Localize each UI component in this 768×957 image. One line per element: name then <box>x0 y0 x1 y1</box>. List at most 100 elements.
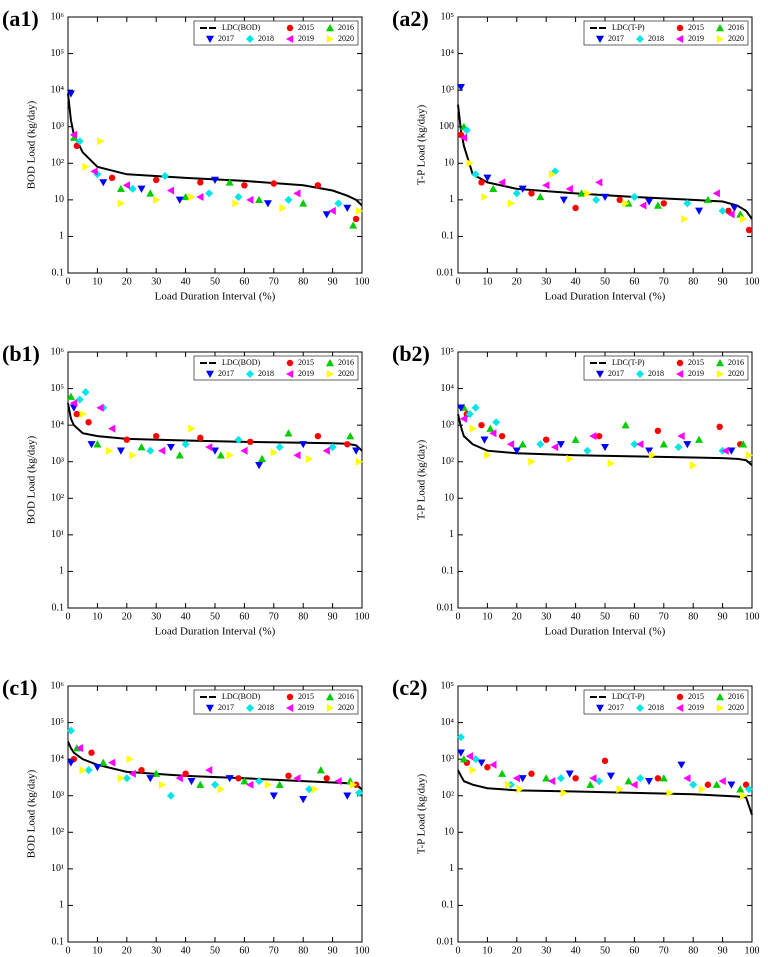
marker <box>175 774 183 783</box>
marker <box>246 195 254 204</box>
marker <box>175 196 184 204</box>
legend-label: 2018 <box>258 369 274 378</box>
marker <box>197 434 204 442</box>
x-tick-label: 0 <box>66 276 71 287</box>
legend-box <box>583 355 749 381</box>
marker <box>586 780 595 788</box>
y-tick-label: 10 <box>444 827 454 838</box>
legend-label: 2015 <box>298 692 314 701</box>
marker <box>66 392 75 400</box>
marker <box>725 207 732 215</box>
legend-label: LDC(T-P) <box>612 692 645 701</box>
x-tick-label: 20 <box>512 611 522 622</box>
marker <box>166 443 175 452</box>
marker <box>206 704 214 712</box>
y-tick-label: 10⁶ <box>51 11 65 22</box>
legend-label: 2019 <box>298 369 314 378</box>
marker <box>188 192 196 201</box>
legend-label: 2016 <box>728 692 744 701</box>
legend-label: LDC(T-P) <box>612 358 645 367</box>
x-tick-label: 0 <box>66 611 71 622</box>
marker <box>645 198 654 206</box>
marker <box>683 441 692 449</box>
legend-label: LDC(BOD) <box>222 692 261 701</box>
marker <box>84 766 93 775</box>
marker <box>326 24 334 32</box>
x-tick-label: 10 <box>482 611 492 622</box>
marker <box>153 432 160 440</box>
legend-box <box>583 689 749 715</box>
marker <box>572 775 579 782</box>
marker <box>293 774 301 783</box>
y-axis-label: T-P Load (kg/day) <box>416 104 428 185</box>
marker <box>182 770 189 777</box>
marker <box>225 178 234 186</box>
x-tick-label: 0 <box>456 945 461 956</box>
marker <box>286 704 294 712</box>
x-tick-label: 60 <box>629 611 639 622</box>
marker <box>205 766 213 775</box>
x-tick-label: 30 <box>151 276 161 287</box>
marker <box>478 421 485 429</box>
marker <box>512 447 521 455</box>
marker <box>187 777 196 786</box>
marker <box>676 359 684 367</box>
marker <box>334 199 343 208</box>
x-tick-label: 10 <box>482 945 492 956</box>
marker <box>465 410 474 419</box>
marker <box>241 182 248 189</box>
y-tick-label: 10⁴ <box>51 419 65 430</box>
marker <box>328 206 336 215</box>
x-tick-label: 70 <box>269 611 279 622</box>
marker <box>712 189 720 198</box>
marker <box>96 403 104 412</box>
marker <box>211 780 219 789</box>
legend-label: 2019 <box>688 703 704 712</box>
marker <box>630 780 638 789</box>
x-tick-label: 0 <box>66 945 71 956</box>
marker <box>716 693 724 701</box>
marker <box>469 766 477 775</box>
marker <box>328 443 337 452</box>
marker <box>87 441 96 449</box>
marker <box>270 448 278 457</box>
marker <box>293 451 301 460</box>
legend-label: 2020 <box>728 703 744 712</box>
x-tick-label: 40 <box>571 276 581 287</box>
legend-label: 2015 <box>688 23 704 32</box>
marker <box>727 781 736 789</box>
y-tick-label: 10 <box>444 493 454 504</box>
marker <box>716 704 724 712</box>
marker <box>518 440 527 448</box>
marker <box>559 196 568 204</box>
legend-label: 2017 <box>218 34 234 43</box>
marker <box>636 704 644 712</box>
marker <box>158 446 166 455</box>
y-tick-label: 10⁶ <box>51 680 65 691</box>
marker <box>270 180 277 187</box>
marker <box>528 457 536 466</box>
marker <box>601 443 609 452</box>
marker <box>596 704 604 712</box>
y-tick-label: 10³ <box>51 790 64 801</box>
ldc-line <box>67 93 363 207</box>
marker <box>654 427 662 435</box>
marker <box>286 24 294 32</box>
plot-frame <box>67 16 363 274</box>
marker <box>480 436 489 444</box>
marker <box>556 774 565 783</box>
legend-box <box>193 355 359 381</box>
marker <box>666 788 674 797</box>
marker <box>246 780 254 789</box>
marker <box>736 210 745 218</box>
marker <box>589 774 597 783</box>
x-tick-label: 70 <box>659 945 669 956</box>
marker <box>653 201 662 209</box>
marker <box>589 432 597 441</box>
marker <box>311 785 319 794</box>
marker <box>556 441 565 449</box>
x-tick-label: 20 <box>512 945 522 956</box>
legend-label: 2018 <box>648 703 664 712</box>
marker <box>247 438 254 446</box>
x-tick-label: 90 <box>328 276 338 287</box>
